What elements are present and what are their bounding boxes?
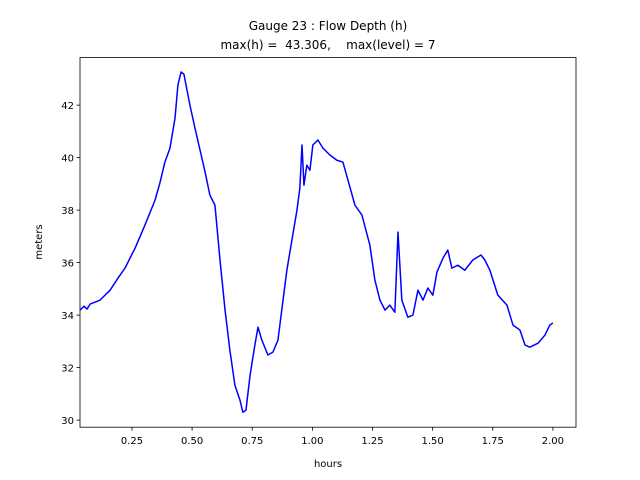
plot-frame	[79, 57, 577, 428]
x-tick-label: 1.50	[422, 436, 444, 447]
x-tick-label: 1.75	[482, 436, 504, 447]
x-axis-label: hours	[314, 459, 342, 470]
x-tick-label: 0.75	[241, 436, 263, 447]
y-tick-label: 36	[61, 259, 74, 270]
x-tick-label: 1.00	[301, 436, 323, 447]
x-tick-label: 0.25	[121, 436, 143, 447]
y-tick-label: 40	[61, 154, 74, 165]
y-tick-label: 38	[61, 206, 74, 217]
x-tick-label: 0.50	[181, 436, 203, 447]
y-tick-label: 34	[61, 311, 74, 322]
x-tick-label: 2.00	[542, 436, 564, 447]
chart-title: Gauge 23 : Flow Depth (h)	[249, 19, 408, 33]
y-tick-label: 30	[61, 416, 74, 427]
x-tick-label: 1.25	[361, 436, 383, 447]
y-axis-label: meters	[34, 224, 45, 259]
y-tick-label: 32	[61, 364, 74, 375]
y-tick-label: 42	[61, 101, 74, 112]
data-line	[79, 71, 554, 413]
chart-subtitle: max(h) = 43.306, max(level) = 7	[220, 38, 435, 52]
